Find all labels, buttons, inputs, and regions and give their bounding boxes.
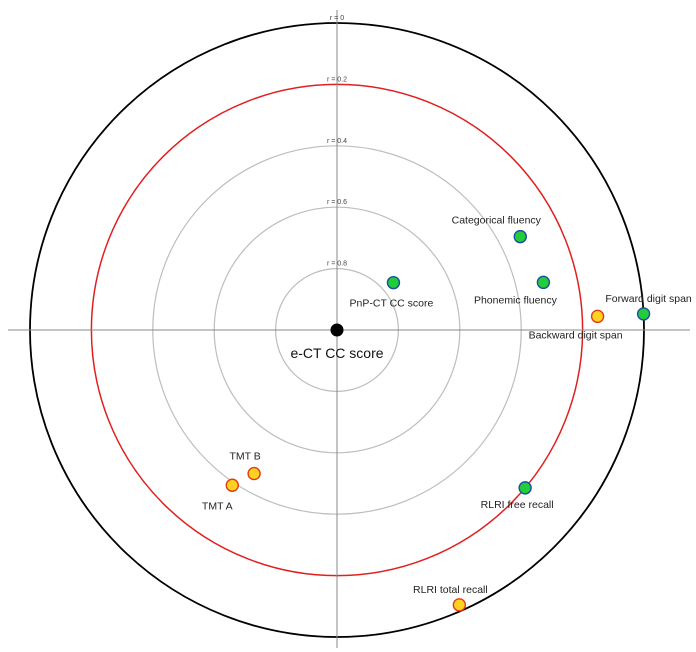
point-label-backward-digit-span: Backward digit span <box>529 329 623 341</box>
point-forward-digit-span <box>636 307 651 321</box>
point-label-categorical-fluency: Categorical fluency <box>452 215 542 227</box>
ring-labels: r = 0 r = 0.2 r = 0.4 r = 0.6 r = 0.8 <box>327 15 347 268</box>
point-label-tmt-b: TMT B <box>229 451 260 463</box>
data-points <box>225 229 651 612</box>
point-label-rlri-total-recall: RLRI total recall <box>413 584 488 596</box>
ring-label-r-0-8: r = 0.8 <box>327 261 347 268</box>
point-label-forward-digit-span: Forward digit span <box>605 293 692 305</box>
point-labels: PnP-CT CC score Categorical fluency Phonem… <box>202 215 692 596</box>
point-pnp-ct-cc-score <box>386 275 401 290</box>
ring-label-r-0-6: r = 0.6 <box>327 199 347 206</box>
point-label-pnp-ct-cc-score: PnP-CT CC score <box>350 298 434 310</box>
center-label: e-CT CC score <box>290 345 383 361</box>
point-rlri-free-recall <box>518 481 532 495</box>
point-categorical-fluency <box>513 229 527 244</box>
point-phonemic-fluency <box>536 275 551 290</box>
center-point <box>330 323 344 337</box>
ring-label-r-0-2: r = 0.2 <box>327 76 347 83</box>
point-tmt-a <box>225 478 239 492</box>
ring-label-r-0-4: r = 0.4 <box>327 138 347 145</box>
point-label-rlri-free-recall: RLRI free recall <box>481 499 554 511</box>
point-tmt-b <box>247 466 261 481</box>
point-backward-digit-span <box>590 309 605 324</box>
point-label-phonemic-fluency: Phonemic fluency <box>474 294 558 306</box>
point-rlri-total-recall <box>452 598 467 612</box>
point-label-tmt-a: TMT A <box>202 500 233 512</box>
ring-label-r-0: r = 0 <box>330 15 344 22</box>
